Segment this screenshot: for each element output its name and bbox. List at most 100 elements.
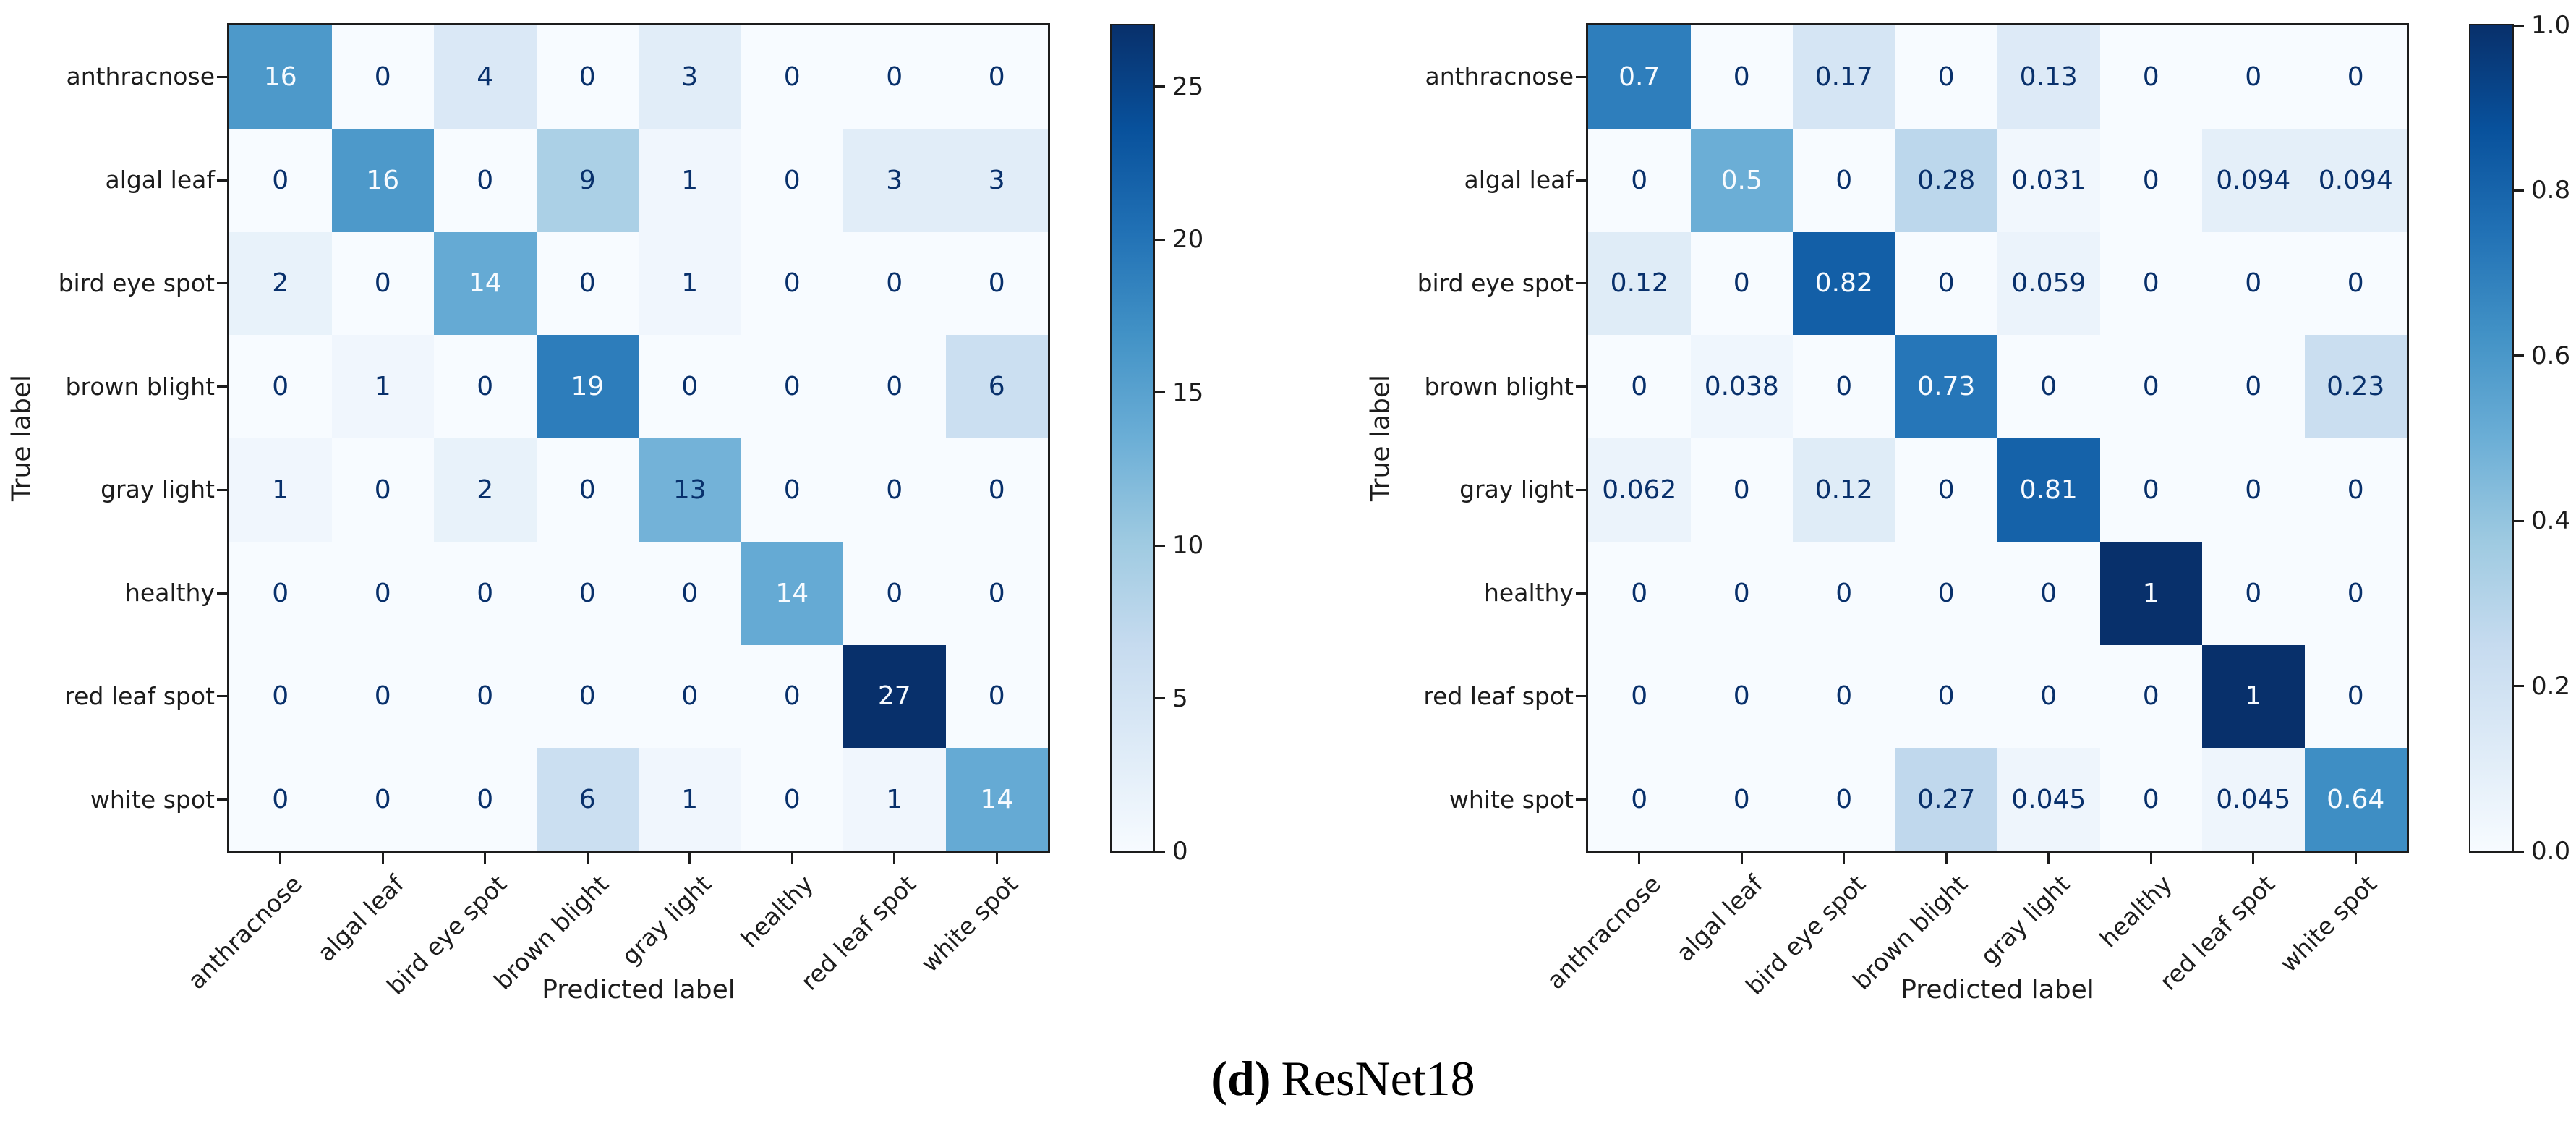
heatmap-cell: 0 <box>1690 231 1793 336</box>
heatmap-grid: 16 0 4 0 3 0 0 0 0 16 0 9 1 0 3 3 2 0 14 0 1 0 0 0 0 1 0 19 0 0 0 6 1 0 2 0… <box>227 23 1050 853</box>
y-tick-label: anthracnose <box>66 62 215 91</box>
heatmap-cell: 0 <box>229 128 332 232</box>
heatmap-cell: 0 <box>434 748 537 851</box>
heatmap-cell: 0 <box>331 644 434 749</box>
x-axis-tick <box>484 853 487 864</box>
y-tick-label: gray light <box>1459 475 1574 504</box>
heatmap-cell: 0 <box>945 541 1048 645</box>
y-tick-label: anthracnose <box>1425 62 1574 91</box>
colorbar-tick-label: 0.6 <box>2531 341 2571 370</box>
colorbar <box>1110 24 1155 853</box>
heatmap-cell: 0 <box>1895 438 1997 542</box>
colorbar-tick <box>2514 685 2524 688</box>
heatmap-cell: 19 <box>536 335 639 438</box>
heatmap-cell: 0.28 <box>1895 128 1997 232</box>
colorbar-tick-label: 10 <box>1172 531 1204 561</box>
heatmap-cell: 0.045 <box>1997 748 2100 851</box>
heatmap-cell: 0 <box>741 748 843 851</box>
heatmap-cell: 0 <box>2304 25 2407 129</box>
heatmap-cell: 0 <box>2202 231 2305 336</box>
heatmap-cell: 0 <box>741 25 843 129</box>
y-axis-tick <box>217 488 227 491</box>
heatmap-cell: 0 <box>741 644 843 749</box>
heatmap-cell: 0.27 <box>1895 748 1997 851</box>
heatmap-cell: 0 <box>2099 335 2202 438</box>
x-axis-tick <box>586 853 589 864</box>
caption-model: ResNet18 <box>1281 1051 1475 1106</box>
heatmap-cell: 0 <box>1588 748 1691 851</box>
heatmap-cell: 0 <box>2304 644 2407 749</box>
heatmap-cell: 0.7 <box>1588 25 1691 129</box>
colorbar-tick <box>2514 354 2524 357</box>
heatmap-cell: 0.045 <box>2202 748 2305 851</box>
heatmap-cell: 0 <box>1690 748 1793 851</box>
y-tick-label: algal leaf <box>1464 166 1574 195</box>
colorbar-tick <box>1155 697 1165 700</box>
y-axis-label: True label <box>1365 375 1396 502</box>
y-axis-tick <box>217 75 227 78</box>
heatmap-cell: 3 <box>843 128 946 232</box>
heatmap-cell: 0 <box>1895 541 1997 645</box>
colorbar-tick-label: 0.2 <box>2531 671 2571 701</box>
y-axis-tick <box>217 695 227 698</box>
heatmap-cell: 0 <box>741 231 843 336</box>
x-axis-tick <box>995 853 998 864</box>
y-tick-label: algal leaf <box>105 166 215 195</box>
heatmap-cell: 0 <box>536 231 639 336</box>
heatmap-cell: 0 <box>1997 335 2100 438</box>
heatmap-cell: 1 <box>639 748 741 851</box>
colorbar-tick-label: 15 <box>1172 378 1204 407</box>
heatmap-cell: 0.17 <box>1793 25 1895 129</box>
heatmap-cell: 0.031 <box>1997 128 2100 232</box>
heatmap-cell: 3 <box>639 25 741 129</box>
colorbar-tick-label: 1.0 <box>2531 11 2571 40</box>
heatmap-cell: 0 <box>2304 231 2407 336</box>
y-axis-tick <box>1576 385 1586 388</box>
heatmap-cell: 0 <box>843 335 946 438</box>
heatmap-cell: 0.73 <box>1895 335 1997 438</box>
colorbar-tick <box>1155 238 1165 241</box>
heatmap-cell: 1 <box>843 748 946 851</box>
x-axis-tick <box>790 853 793 864</box>
heatmap-cell: 13 <box>639 438 741 542</box>
heatmap-cell: 0 <box>843 541 946 645</box>
heatmap-cell: 0 <box>536 541 639 645</box>
y-tick-label: bird eye spot <box>1417 268 1574 297</box>
heatmap-cell: 0 <box>2202 438 2305 542</box>
y-tick-label: healthy <box>125 579 215 608</box>
heatmap-cell: 1 <box>639 231 741 336</box>
colorbar-tick-label: 0.4 <box>2531 506 2571 536</box>
heatmap-cell: 0 <box>843 438 946 542</box>
heatmap-cell: 0.12 <box>1793 438 1895 542</box>
heatmap-cell: 0 <box>1895 25 1997 129</box>
heatmap-cell: 16 <box>229 25 332 129</box>
y-axis-tick <box>1576 695 1586 698</box>
heatmap-cell: 0 <box>229 335 332 438</box>
heatmap-cell: 0 <box>434 644 537 749</box>
heatmap-cell: 0 <box>331 541 434 645</box>
heatmap-cell: 0 <box>843 231 946 336</box>
x-axis-tick <box>381 853 384 864</box>
heatmap-cell: 0 <box>945 644 1048 749</box>
heatmap-cell: 0 <box>1690 644 1793 749</box>
heatmap-cell: 0.64 <box>2304 748 2407 851</box>
y-axis-tick <box>217 179 227 182</box>
x-axis-tick <box>279 853 282 864</box>
x-axis-tick <box>893 853 896 864</box>
colorbar <box>2469 24 2514 853</box>
heatmap-cell: 0 <box>2099 25 2202 129</box>
y-tick-label: white spot <box>1449 785 1574 814</box>
heatmap-cell: 0 <box>331 438 434 542</box>
heatmap-cell: 0 <box>1588 128 1691 232</box>
heatmap-cell: 0 <box>434 335 537 438</box>
y-axis-tick <box>1576 798 1586 801</box>
heatmap-cell: 3 <box>945 128 1048 232</box>
y-tick-label: brown blight <box>1424 372 1574 401</box>
heatmap-cell: 0 <box>536 25 639 129</box>
heatmap-cell: 0.81 <box>1997 438 2100 542</box>
colorbar-tick <box>1155 850 1165 853</box>
heatmap-cell: 0 <box>639 541 741 645</box>
heatmap-cell: 0.12 <box>1588 231 1691 336</box>
heatmap-cell: 14 <box>741 541 843 645</box>
